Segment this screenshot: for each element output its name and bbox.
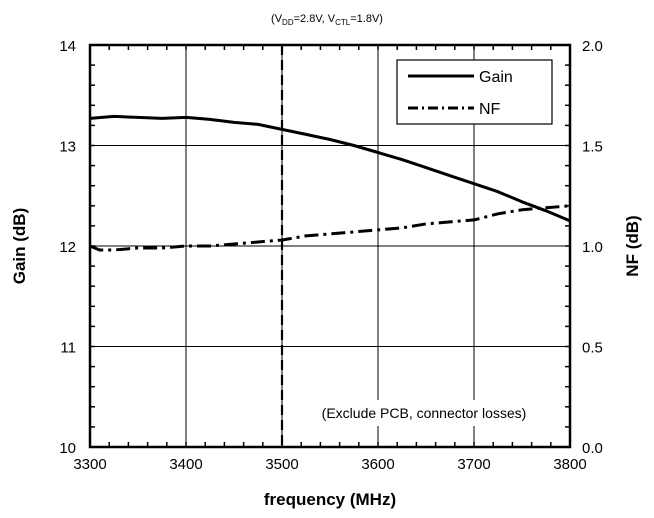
y-tick-label: 13 [59,139,76,156]
title-part-2: =2.8V, V [294,13,336,25]
y2-tick-label: 2.0 [582,38,603,55]
annotation-text: (Exclude PCB, connector losses) [322,405,527,421]
legend: Gain NF [396,59,553,125]
x-tick-label: 3500 [265,456,298,473]
tick-labels: 3300 3400 3500 3600 3700 3800 10 11 12 13 14 0.0 0.5… [59,38,603,473]
annotation-background [284,400,564,426]
plot-frame [88,43,572,449]
x-tick-label: 3800 [553,456,586,473]
y-tick-label: 11 [60,340,76,357]
title-sub-1: DD [282,18,294,27]
y-tick-label: 10 [59,440,76,457]
chart-title: (VDD=2.8V, VCTL=1.8V) [271,13,383,27]
title-part-3: =1.8V) [350,13,383,25]
y2-tick-label: 1.0 [582,239,603,256]
x-tick-label: 3300 [73,456,106,473]
x-tick-label: 3400 [169,456,202,473]
series-line-nf [89,204,571,252]
y2-tick-label: 0.0 [582,440,603,457]
x-tick-label: 3700 [457,456,490,473]
y2-tick-label: 0.5 [582,340,603,357]
title-part-1: (V [271,13,283,25]
y2-axis-title: NF (dB) [623,215,642,276]
x-tick-label: 3600 [361,456,394,473]
y-tick-label: 14 [59,38,76,55]
y-tick-label: 12 [59,239,76,256]
legend-box [396,59,553,125]
x-axis-title: frequency (MHz) [264,490,396,509]
y2-tick-label: 1.5 [582,139,603,156]
series-layer [89,45,571,447]
series-line-gain [89,114,571,223]
legend-label-nf: NF [479,101,501,118]
title-sub-2: CTL [335,18,351,27]
legend-label-gain: Gain [479,69,513,86]
y-axis-title: Gain (dB) [10,208,29,285]
